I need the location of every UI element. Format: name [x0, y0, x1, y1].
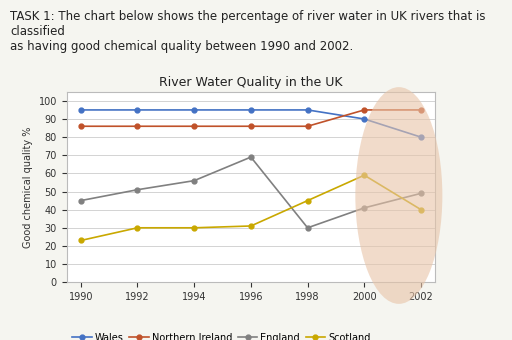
- England: [134, 188, 140, 192]
- England: [78, 199, 84, 203]
- Line: Northern Ireland: Northern Ireland: [78, 107, 423, 129]
- Wales: [78, 108, 84, 112]
- Scotland: [418, 208, 424, 212]
- Ellipse shape: [355, 87, 442, 304]
- Wales: [191, 108, 197, 112]
- Line: England: England: [78, 155, 423, 230]
- Y-axis label: Good chemical quality %: Good chemical quality %: [23, 126, 33, 248]
- England: [248, 155, 254, 159]
- Northern Ireland: [305, 124, 311, 128]
- England: [418, 191, 424, 196]
- Line: Wales: Wales: [78, 107, 423, 139]
- Scotland: [305, 199, 311, 203]
- Title: River Water Quality in the UK: River Water Quality in the UK: [159, 76, 343, 89]
- Northern Ireland: [78, 124, 84, 128]
- Northern Ireland: [248, 124, 254, 128]
- Wales: [361, 117, 368, 121]
- Scotland: [78, 238, 84, 242]
- Northern Ireland: [134, 124, 140, 128]
- Wales: [134, 108, 140, 112]
- Legend: Wales, Northern Ireland, England, Scotland: Wales, Northern Ireland, England, Scotla…: [69, 329, 374, 340]
- Line: Scotland: Scotland: [78, 173, 423, 243]
- Scotland: [191, 226, 197, 230]
- England: [305, 226, 311, 230]
- Scotland: [248, 224, 254, 228]
- Northern Ireland: [191, 124, 197, 128]
- Text: TASK 1: The chart below shows the percentage of river water in UK rivers that is: TASK 1: The chart below shows the percen…: [10, 10, 486, 53]
- Scotland: [361, 173, 368, 177]
- Wales: [305, 108, 311, 112]
- Wales: [248, 108, 254, 112]
- England: [191, 178, 197, 183]
- England: [361, 206, 368, 210]
- Northern Ireland: [361, 108, 368, 112]
- Wales: [418, 135, 424, 139]
- Northern Ireland: [418, 108, 424, 112]
- Scotland: [134, 226, 140, 230]
